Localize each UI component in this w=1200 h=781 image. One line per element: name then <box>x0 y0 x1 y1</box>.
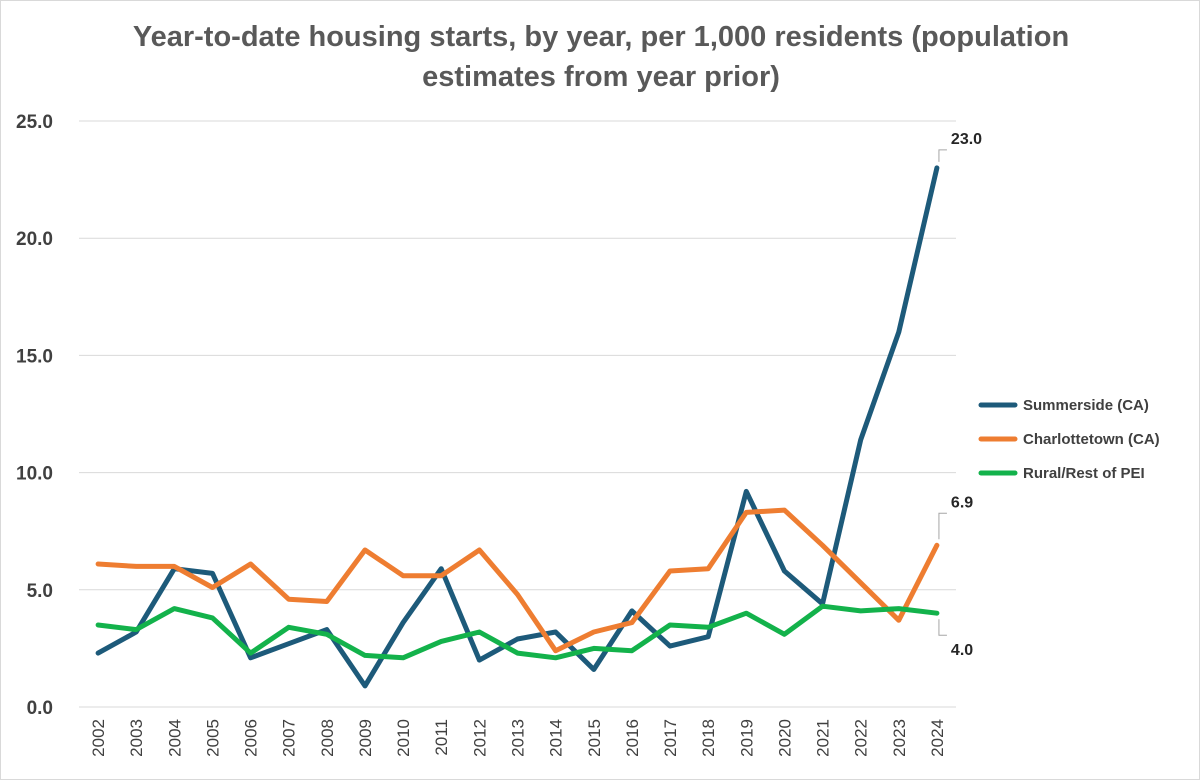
series-line-charlottetown-ca- <box>95 507 940 654</box>
legend-label: Summerside (CA) <box>1023 397 1149 414</box>
x-axis-ticks: 2002 2003 2004 2005 2006 2007 2008 2009 2010 2011… <box>89 719 947 757</box>
y-tick-label: 20.0 <box>16 229 53 250</box>
x-tick-label: 2024 <box>928 719 947 757</box>
x-tick-label: 2017 <box>661 719 680 757</box>
x-tick-label: 2008 <box>318 719 337 757</box>
series-line-summerside-ca- <box>95 165 940 689</box>
x-tick-label: 2013 <box>509 719 528 757</box>
x-tick-label: 2010 <box>394 719 413 757</box>
x-tick-label: 2022 <box>852 719 871 757</box>
data-labels: 23.0 6.9 4.0 <box>938 131 982 659</box>
x-tick-label: 2021 <box>814 719 833 757</box>
x-tick-label: 2011 <box>432 719 451 756</box>
x-tick-label: 2015 <box>585 719 604 757</box>
legend-label: Charlottetown (CA) <box>1023 431 1160 448</box>
data-label-leader <box>938 149 947 162</box>
x-tick-label: 2020 <box>775 719 794 757</box>
gridlines <box>79 120 956 708</box>
x-tick-label: 2009 <box>356 719 375 757</box>
data-label-leader <box>938 512 947 540</box>
y-tick-label: 25.0 <box>16 112 53 133</box>
series-lines <box>95 165 940 689</box>
x-tick-label: 2007 <box>280 719 299 757</box>
x-tick-label: 2003 <box>127 719 146 757</box>
x-tick-label: 2012 <box>470 719 489 757</box>
data-label: 4.0 <box>951 642 973 659</box>
legend-label: Rural/Rest of PEI <box>1023 465 1145 482</box>
x-tick-label: 2005 <box>203 719 222 757</box>
chart-title-line-2: estimates from year prior) <box>422 61 780 93</box>
x-tick-label: 2019 <box>737 719 756 757</box>
y-tick-label: 5.0 <box>27 581 53 602</box>
x-tick-label: 2016 <box>623 719 642 757</box>
x-tick-label: 2014 <box>547 719 566 757</box>
chart-title-line-1: Year-to-date housing starts, by year, pe… <box>133 21 1069 53</box>
data-label: 23.0 <box>951 131 982 148</box>
x-tick-label: 2006 <box>242 719 261 757</box>
x-tick-label: 2023 <box>890 719 909 757</box>
y-tick-label: 10.0 <box>16 464 53 485</box>
x-tick-label: 2002 <box>89 719 108 757</box>
data-label-leader <box>938 619 947 636</box>
series-line-rural-rest-of-pei <box>95 603 940 661</box>
y-axis-ticks: 0.0 5.0 10.0 15.0 20.0 25.0 <box>16 112 53 719</box>
legend: Summerside (CA) Charlottetown (CA) Rural/R… <box>978 397 1160 482</box>
x-tick-label: 2018 <box>699 719 718 757</box>
x-tick-label: 2004 <box>165 719 184 757</box>
y-tick-label: 0.0 <box>27 698 53 719</box>
data-label: 6.9 <box>951 494 973 511</box>
y-tick-label: 15.0 <box>16 346 53 367</box>
